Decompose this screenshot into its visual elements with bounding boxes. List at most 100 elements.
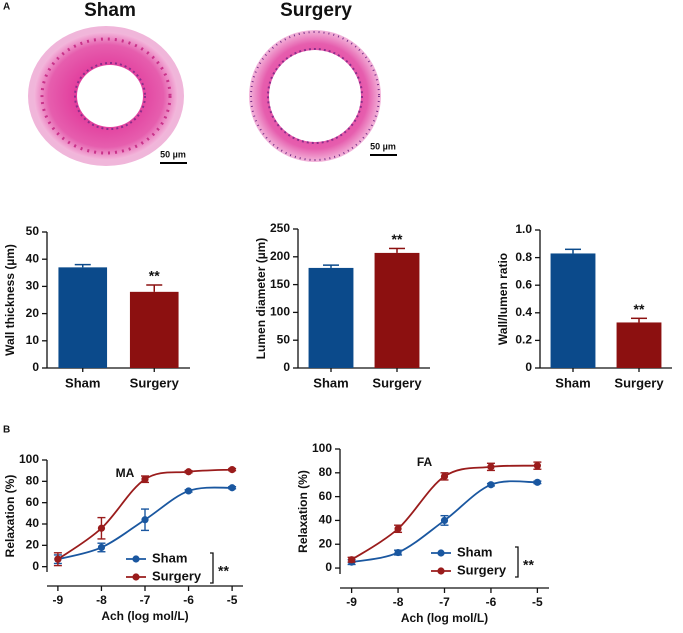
legend-marker [132,555,140,563]
point [487,481,495,489]
y-axis-label: Relaxation (%) [296,470,310,553]
bar [616,322,662,368]
x-axis-label: Ach (log mol/L) [401,611,488,625]
y-tick-label: 250 [270,221,290,235]
image-label: Surgery [280,0,352,21]
x-tick-label: -9 [53,593,64,607]
point [348,556,356,564]
histology-surgery [249,30,381,162]
x-tick-label: Surgery [372,375,422,390]
point [440,516,449,525]
y-tick-label: 100 [312,441,332,455]
y-tick-label: 0 [325,560,332,574]
point [184,487,193,495]
panel-label: B [3,425,10,436]
legend-marker [132,573,140,581]
point [141,516,149,524]
point [533,478,541,486]
x-axis-label: Ach (log mol/L) [101,609,188,623]
y-tick-label: 40 [26,251,40,265]
y-tick-label: 0.6 [515,277,532,291]
y-tick-label: 1.0 [515,222,532,236]
bar [308,267,354,368]
legend-marker [437,549,445,557]
significance: ** [634,301,645,317]
legend-label: Sham [152,550,187,565]
y-tick-label: 20 [26,538,40,552]
y-tick-label: 0 [32,559,39,573]
y-tick-label: 0 [32,360,39,374]
x-tick-label: Sham [555,375,590,390]
y-tick-label: 80 [26,474,40,488]
point [533,462,541,470]
image-label: Sham [84,0,136,21]
y-axis-label: Wall thickness (µm) [3,244,17,356]
significance-bracket [515,546,519,578]
significance: ** [392,231,403,247]
point [228,466,236,474]
y-axis-label: Lumen diameter (µm) [254,238,268,360]
y-tick-label: 60 [319,489,333,503]
y-tick-label: 100 [19,452,39,466]
legend-label: Sham [457,544,492,559]
y-tick-label: 0.2 [515,333,532,347]
legend-marker [437,567,445,575]
x-tick-label: -5 [532,595,543,609]
significance: ** [149,268,160,284]
legend-label: Surgery [457,562,507,577]
x-tick-label: -6 [183,593,194,607]
y-axis-label: Relaxation (%) [3,475,17,558]
point [97,543,106,552]
y-tick-label: 20 [319,536,333,550]
histology-sham [28,26,184,166]
scale-bar-label: 50 µm [370,141,396,151]
x-tick-label: -7 [439,595,450,609]
bar [129,291,179,368]
x-tick-label: -7 [140,593,151,607]
point [97,524,106,532]
point [228,484,236,492]
x-tick-label: -6 [486,595,497,609]
y-axis-label: Wall/lumen ratio [496,253,510,345]
significance: ** [218,563,229,579]
y-tick-label: 60 [26,495,40,509]
y-tick-label: 0.8 [515,250,532,264]
scale-bar-label: 50 µm [160,149,186,159]
y-tick-label: 0.4 [515,305,532,319]
x-tick-label: -9 [346,595,357,609]
point [394,525,402,533]
x-tick-label: Surgery [130,375,180,390]
y-tick-label: 40 [319,513,333,527]
point [184,468,193,476]
y-tick-label: 150 [270,277,290,291]
point [54,555,62,563]
bar [58,267,108,368]
y-tick-label: 20 [26,306,40,320]
y-tick-label: 80 [319,465,333,479]
y-tick-label: 0 [525,360,532,374]
point [487,463,495,471]
x-tick-label: -8 [393,595,404,609]
chart-title: FA [417,455,433,469]
x-tick-label: -8 [96,593,107,607]
chart-title: MA [116,466,135,480]
panel-label: A [3,2,10,13]
y-tick-label: 100 [270,305,290,319]
bar [374,252,420,368]
point [141,475,149,483]
point [394,548,402,557]
x-tick-label: Surgery [614,375,664,390]
x-tick-label: Sham [65,375,100,390]
x-tick-label: Sham [313,375,348,390]
bar [550,253,596,368]
significance: ** [523,557,534,573]
y-tick-label: 50 [26,224,40,238]
point [440,472,449,480]
y-tick-label: 40 [26,516,40,530]
y-tick-label: 10 [26,333,40,347]
legend-label: Surgery [152,568,202,583]
y-tick-label: 200 [270,249,290,263]
y-tick-label: 30 [26,279,40,293]
